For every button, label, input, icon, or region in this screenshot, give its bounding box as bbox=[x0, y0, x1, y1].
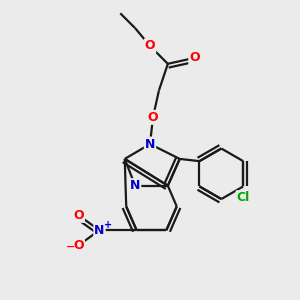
Text: O: O bbox=[189, 51, 200, 64]
Text: O: O bbox=[145, 40, 155, 52]
Text: N: N bbox=[145, 138, 155, 151]
Text: N: N bbox=[130, 179, 140, 192]
Text: Cl: Cl bbox=[237, 191, 250, 204]
Text: N: N bbox=[94, 224, 105, 237]
Text: O: O bbox=[74, 238, 84, 252]
Text: −: − bbox=[66, 242, 75, 252]
Text: O: O bbox=[148, 111, 158, 124]
Text: O: O bbox=[74, 209, 84, 222]
Text: +: + bbox=[104, 220, 112, 230]
